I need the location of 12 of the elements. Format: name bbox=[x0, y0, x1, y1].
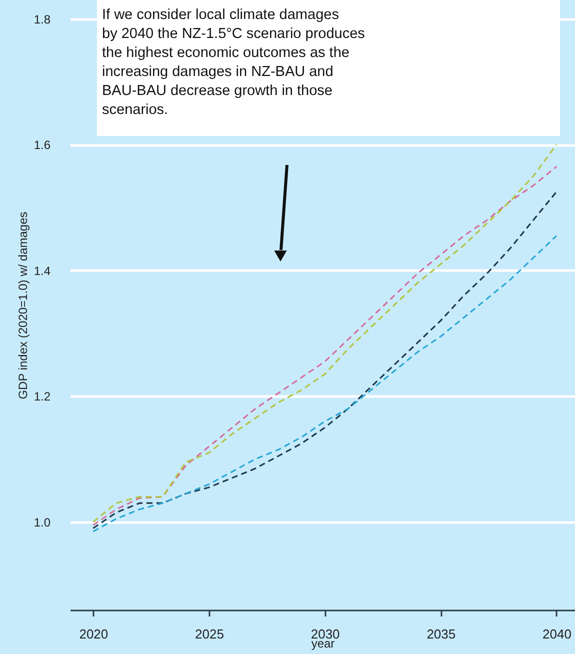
y-tick-label: 1.2 bbox=[34, 390, 51, 404]
y-tick-label: 1.4 bbox=[34, 264, 51, 278]
x-tick-label: 2035 bbox=[426, 626, 456, 642]
annotation: If we consider local climate damages by 2040 the NZ-1.5°C scenario produces the highest economic outcomes as the increasing damages in NZ-BAU and BAU-BAU decrease growth in those scenarios. bbox=[102, 7, 365, 118]
x-tick-label: 2020 bbox=[79, 626, 108, 642]
y-tick-label: 1.8 bbox=[34, 12, 51, 26]
y-tick-label: 1.6 bbox=[34, 138, 51, 152]
x-tick-label: 2040 bbox=[542, 626, 572, 642]
y-tick-label: 1.0 bbox=[34, 515, 51, 530]
x-tick-label: 2030 bbox=[310, 626, 340, 642]
y-axis-title: GDP index (2020=1.0) w/ damages bbox=[16, 212, 30, 400]
x-tick-label: 2025 bbox=[195, 626, 224, 642]
